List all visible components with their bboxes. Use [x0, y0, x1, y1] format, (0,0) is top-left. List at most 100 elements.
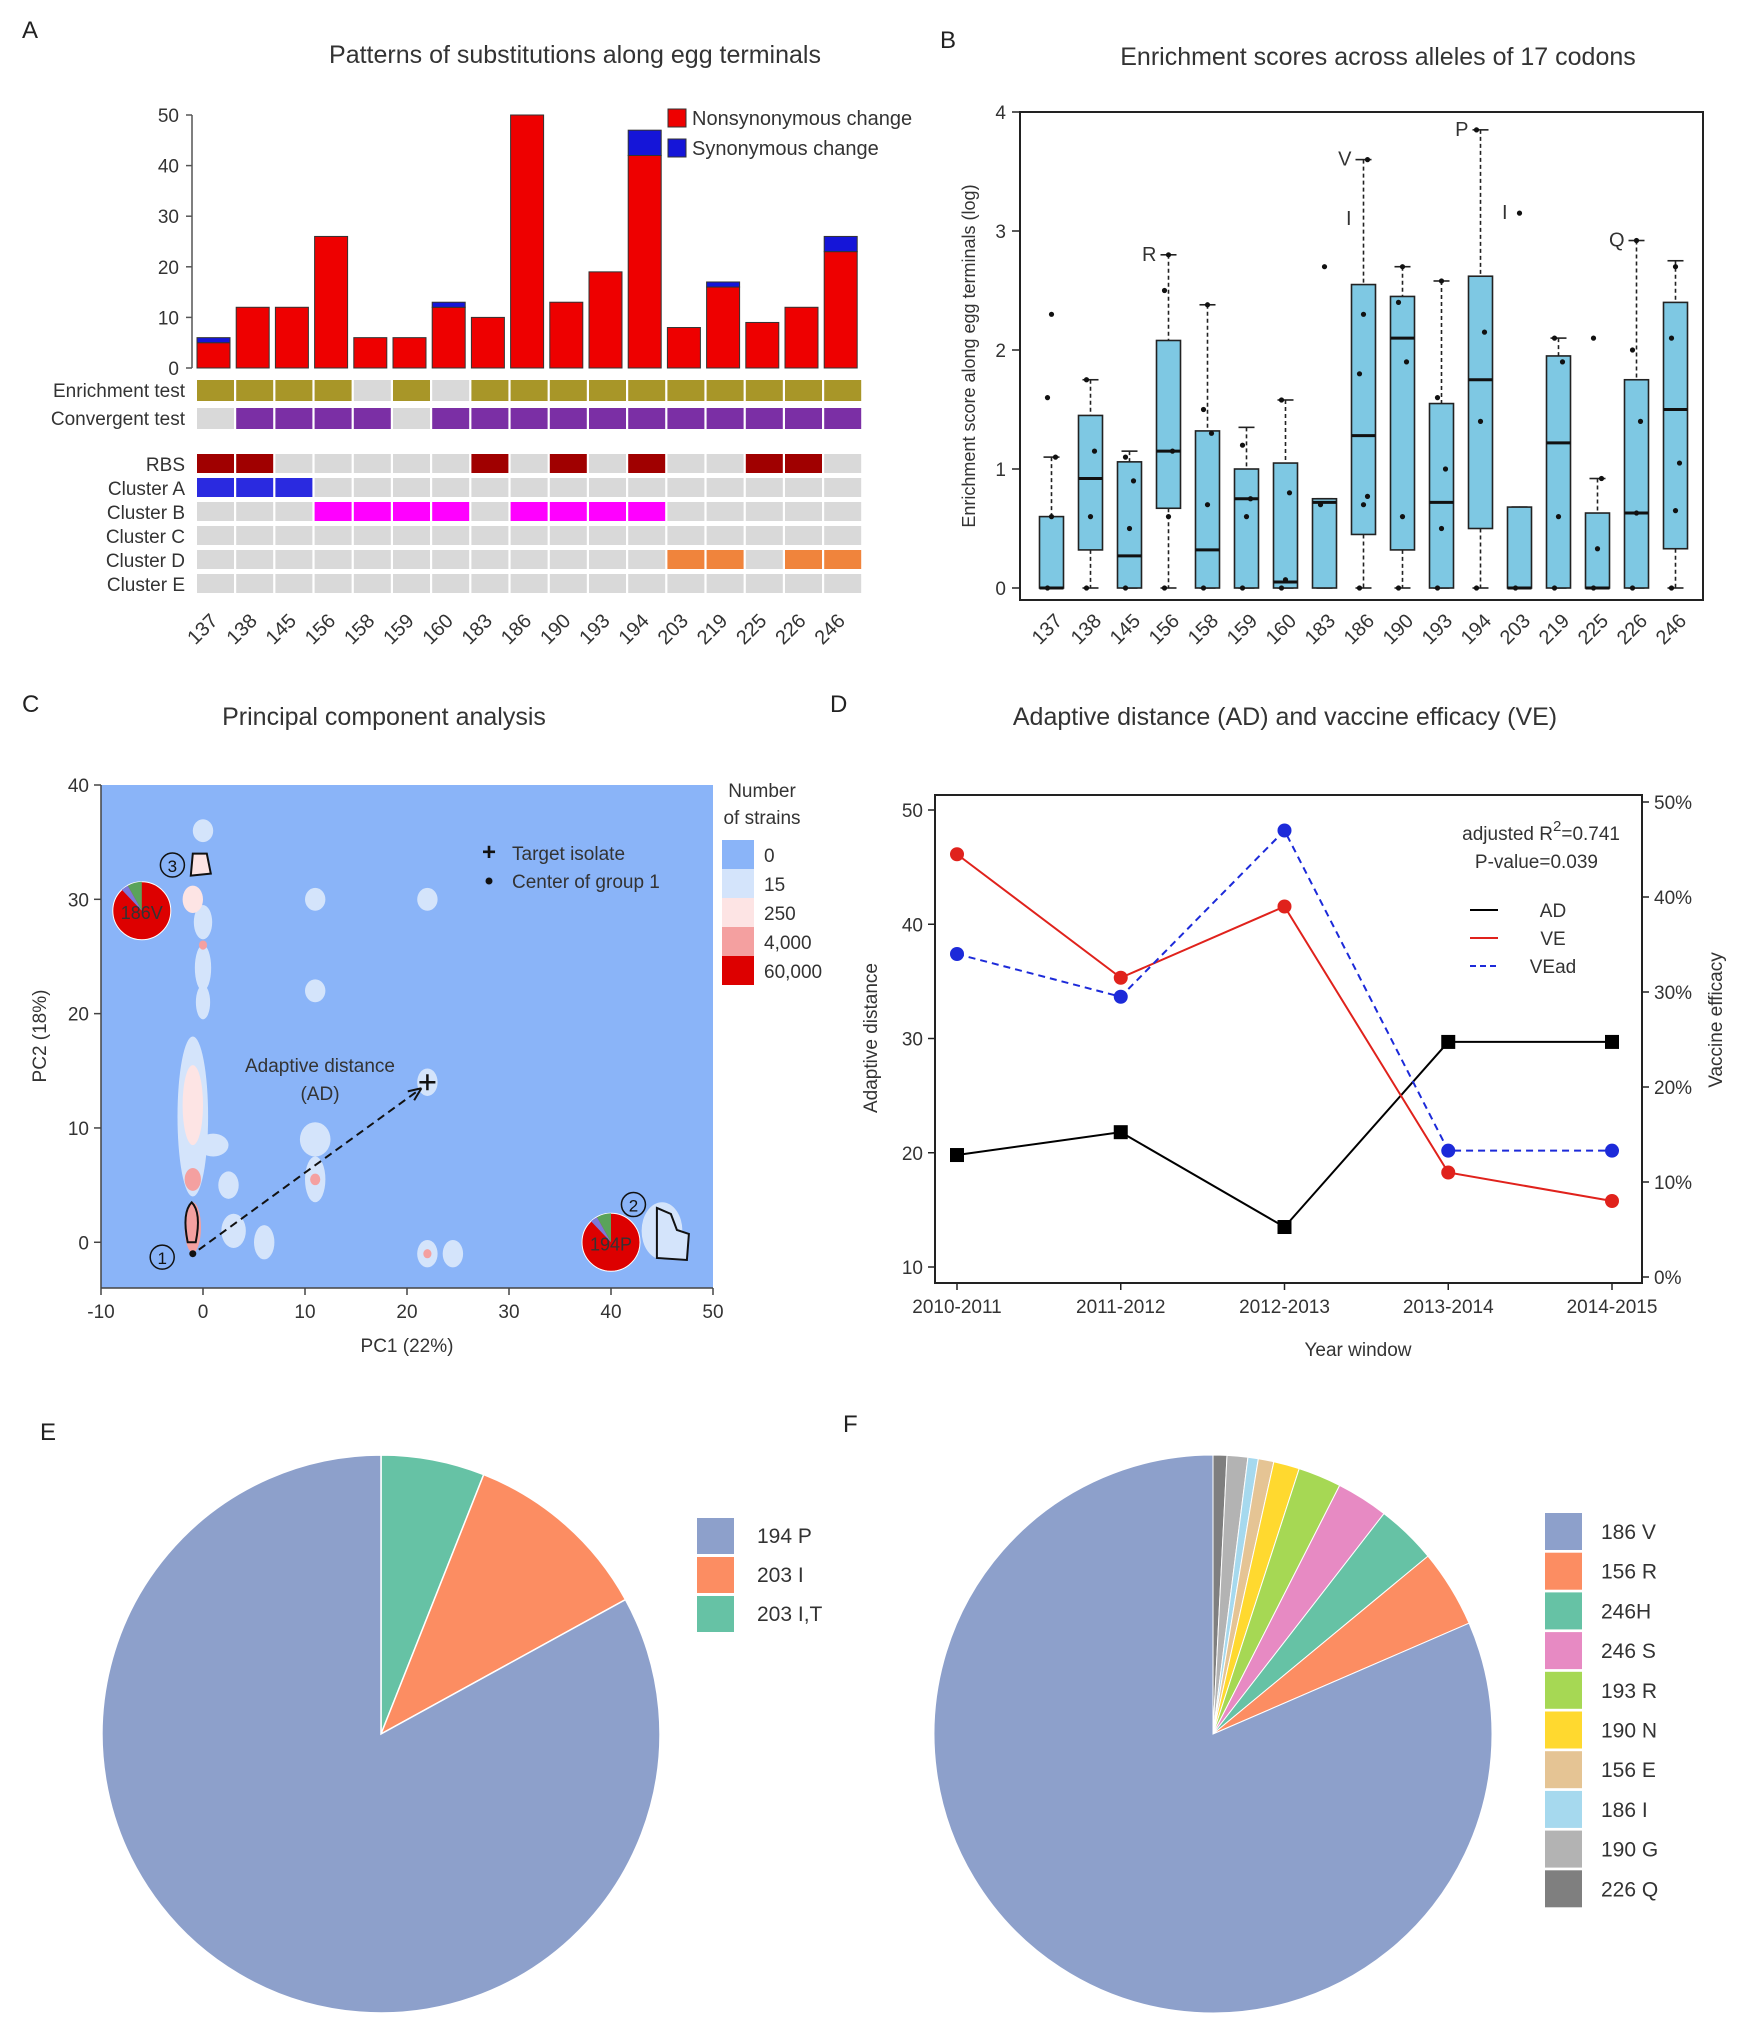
legend-swatch [697, 1557, 734, 1593]
group-number-circle [620, 1191, 647, 1218]
legend-dot-symbol [485, 877, 493, 885]
panel-f: 186 V 156 R 246H 246 S 193 R 190 N 156 E 186 I… [933, 1454, 1658, 2014]
box [1350, 283, 1377, 536]
x-tick-label: 156 [1145, 610, 1184, 649]
data-point [1668, 335, 1675, 341]
x-tick-label: 30 [498, 1302, 519, 1323]
series-marker-AD [1113, 1125, 1128, 1140]
bar-nonsynonymous [745, 321, 780, 369]
x-tick-label: 225 [732, 610, 771, 649]
data-point [1200, 406, 1207, 413]
y-right-tick-label: 20% [1654, 1078, 1692, 1099]
data-point [1282, 577, 1289, 583]
annotation-cell [432, 478, 470, 497]
y-right-tick-label: 40% [1654, 888, 1692, 909]
target-isolate-marker [419, 1074, 436, 1091]
allele-annotation: V [1338, 149, 1352, 171]
series-marker-VEad [950, 947, 964, 961]
data-point [1555, 514, 1562, 520]
bar-nonsynonymous [627, 154, 662, 369]
annotation-cell [236, 574, 274, 593]
x-tick-label: 193 [575, 610, 614, 649]
series-marker-VEad [1605, 1143, 1619, 1158]
data-point [1434, 585, 1441, 591]
test-cell [510, 380, 548, 401]
y-tick-label: 10 [902, 1258, 923, 1279]
data-point [1399, 264, 1406, 270]
r-squared-text: adjusted R2=0.741 [1462, 818, 1620, 845]
y-tick-label: 0 [168, 359, 179, 380]
panel-letter: D [830, 691, 847, 718]
annotation-cell [471, 574, 509, 593]
density-blob [423, 1249, 432, 1259]
bar-nonsynonymous [470, 316, 505, 369]
annotation-cell [549, 478, 587, 497]
pie-slice [121, 885, 142, 911]
bar-synonymous [627, 129, 662, 156]
x-tick-label: -10 [87, 1302, 114, 1323]
data-point [1395, 585, 1402, 591]
box [1311, 497, 1338, 589]
legend-swatch [667, 138, 687, 158]
annotation-cell [471, 526, 509, 545]
density-blob [417, 887, 438, 911]
data-point [1239, 585, 1246, 591]
r-squared-value: =0.741 [1561, 824, 1620, 845]
test-cell [393, 380, 430, 401]
x-tick-label: 203 [654, 610, 693, 649]
annotation-cell [197, 454, 234, 473]
annotation-cell [314, 454, 352, 473]
data-point [1161, 287, 1168, 294]
allele-annotation: Q [1609, 230, 1625, 252]
box [1545, 355, 1572, 589]
test-cell [471, 380, 509, 401]
color-legend-title: of strains [723, 808, 800, 829]
annotation-cell [706, 526, 744, 545]
y-tick-label: 20 [902, 1144, 923, 1165]
y-tick-label: 20 [158, 258, 179, 279]
data-point [1169, 448, 1176, 454]
data-point [1477, 418, 1484, 424]
data-point [1629, 585, 1636, 591]
x-tick-label: 159 [379, 610, 418, 649]
legend-swatch [1545, 1751, 1582, 1789]
test-cell [197, 380, 234, 401]
pie-slice [591, 1217, 611, 1243]
annotation-cell [510, 574, 548, 593]
annotation-cell [785, 526, 822, 545]
data-point [1317, 502, 1324, 508]
series-marker-VE [1113, 970, 1128, 985]
legend-label: 226 Q [1601, 1878, 1658, 1901]
color-legend-label: 0 [764, 846, 775, 867]
data-point [1048, 311, 1055, 317]
x-tick-label: 226 [1613, 610, 1652, 649]
data-point [1551, 335, 1558, 341]
data-point [1321, 264, 1328, 270]
y-tick-label: 10 [68, 1119, 89, 1140]
x-tick-label: 203 [1496, 610, 1535, 649]
data-point [1278, 585, 1285, 591]
series-marker-AD [1441, 1034, 1456, 1049]
density-blob [221, 1213, 246, 1248]
test-cell [353, 408, 391, 429]
box [1116, 461, 1143, 589]
annotation-cell [197, 478, 234, 497]
box [1389, 295, 1416, 551]
data-point [1672, 264, 1679, 270]
panel-letter: B [940, 27, 956, 54]
data-point [1403, 359, 1410, 365]
legend-swatch [1545, 1592, 1582, 1630]
annotation-cell [393, 574, 430, 593]
data-point [1091, 448, 1098, 454]
pie-slice [379, 1473, 627, 1736]
bar-nonsynonymous [235, 306, 270, 369]
annotation-cell [824, 526, 862, 545]
annotation-cell [236, 478, 274, 497]
data-point [1672, 508, 1679, 514]
annotation-row-label: RBS [146, 455, 185, 476]
annotation-cell [432, 454, 470, 473]
test-cell [745, 380, 783, 401]
y-right-tick-label: 30% [1654, 983, 1692, 1004]
allele-annotation: R [1142, 244, 1156, 266]
box [1428, 402, 1455, 589]
